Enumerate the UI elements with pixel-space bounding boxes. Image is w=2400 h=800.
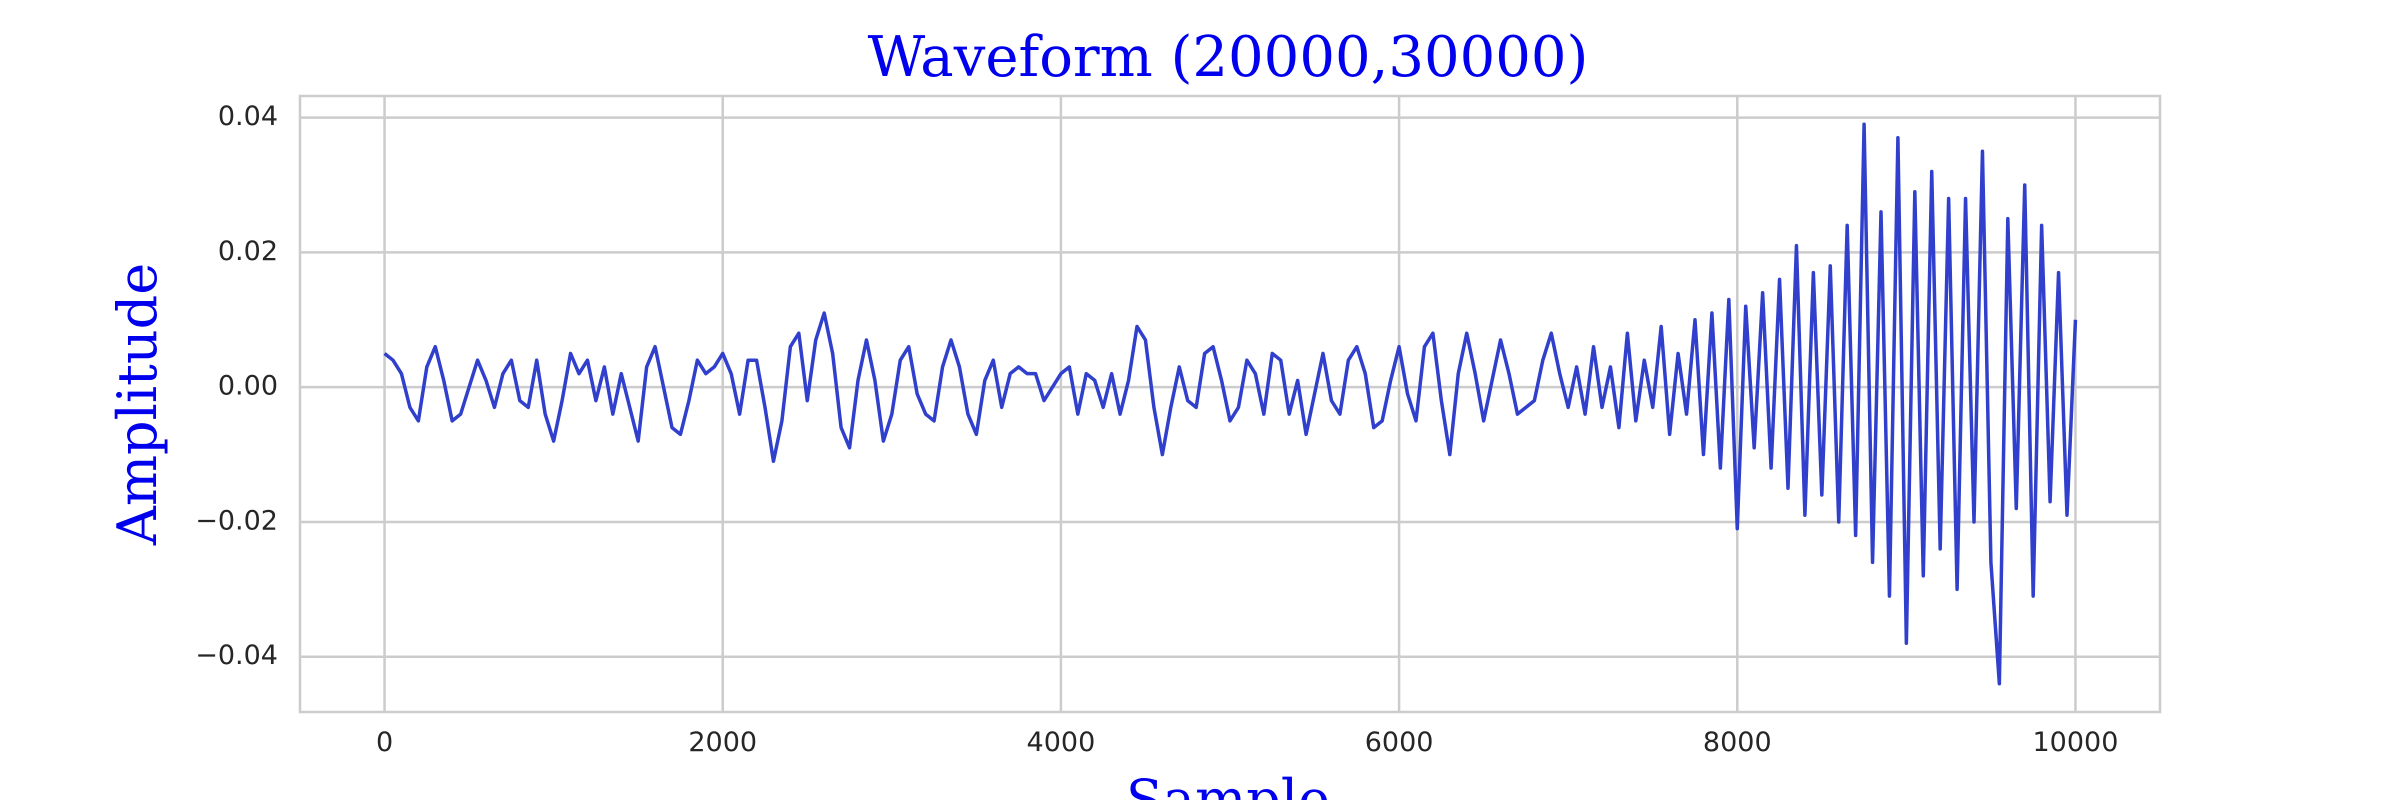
y-tick-label: −0.02 <box>195 505 278 536</box>
chart-title: Waveform (20000,30000) <box>868 25 1589 90</box>
y-axis-label: Amplitude <box>106 263 169 546</box>
x-tick-label: 4000 <box>1027 727 1096 758</box>
x-tick-label: 2000 <box>688 727 757 758</box>
y-tick-label: 0.00 <box>218 371 278 402</box>
x-tick-label: 10000 <box>2033 727 2119 758</box>
x-tick-label: 0 <box>376 727 393 758</box>
y-tick-label: −0.04 <box>195 640 278 671</box>
y-tick-label: 0.04 <box>218 101 278 132</box>
y-tick-label: 0.02 <box>218 236 278 267</box>
x-tick-label: 8000 <box>1703 727 1772 758</box>
plot-frame <box>298 94 2162 714</box>
waveform-line <box>383 122 2078 686</box>
x-axis-label: Sample <box>1126 768 1330 800</box>
x-tick-label: 6000 <box>1365 727 1434 758</box>
